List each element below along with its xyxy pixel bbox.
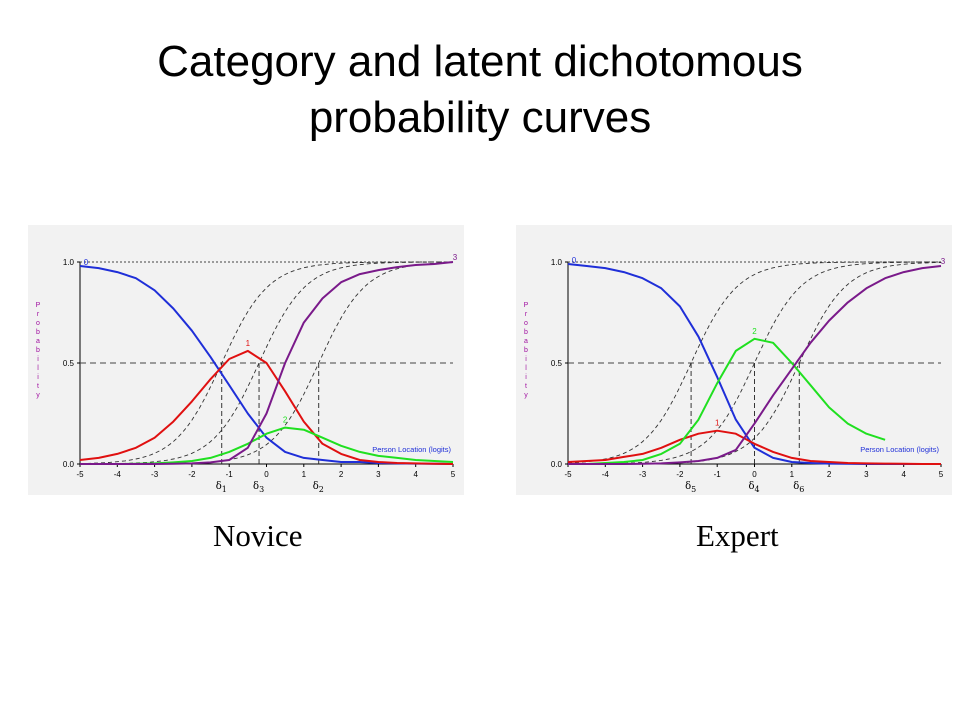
chart0-category-curve-1 — [79, 349, 454, 465]
chart0-xtick-label-0: -5 — [76, 470, 84, 479]
chart1-threshold-label-2: δ6 — [793, 481, 804, 494]
chart1-xtick-label-9: 4 — [901, 470, 906, 479]
chart1-latent-curve-delta5 — [567, 261, 941, 464]
chart1-threshold-label-0: δ5 — [685, 481, 696, 494]
chart0-threshold-label-2: δ2 — [313, 481, 324, 494]
chart0-xtick-label-6: 1 — [302, 470, 307, 479]
chart1-xtick-label-1: -4 — [602, 470, 610, 479]
chart0-latent-curve-delta3 — [80, 261, 454, 465]
chart1-xtick-label-6: 1 — [790, 470, 795, 479]
expert-chart: 0.0 0.5 1.0 -5 -4 -3 -2 -1 0 1 2 3 4 5 P r o b a b i l i t y Pers… — [524, 256, 946, 494]
chart1-xlabel: Person Location (logits) — [860, 445, 939, 454]
chart0-category-curve-3 — [80, 261, 454, 465]
chart0-xtick-label-8: 3 — [376, 470, 381, 479]
chart0-latent-curve-delta2 — [80, 262, 454, 465]
chart0-category-label-3: 3 — [453, 253, 458, 262]
chart0-xtick-label-2: -3 — [151, 470, 159, 479]
chart1-xtick-label-3: -2 — [676, 470, 684, 479]
novice-caption: Novice — [213, 518, 303, 553]
chart0-ytick-label-2: 1.0 — [63, 258, 75, 267]
chart0-xtick-label-5: 0 — [264, 470, 269, 479]
chart0-xtick-label-3: -2 — [188, 470, 196, 479]
chart1-category-label-2: 2 — [752, 327, 757, 336]
chart1-xtick-label-7: 2 — [827, 470, 832, 479]
slide-title-line-1: Category and latent dichotomous — [157, 37, 803, 86]
chart0-category-label-1: 1 — [246, 339, 251, 348]
chart1-category-curve-2 — [568, 337, 886, 465]
chart1-category-label-1: 1 — [715, 419, 720, 428]
expert-caption: Expert — [696, 518, 779, 553]
chart1-xtick-label-4: -1 — [714, 470, 722, 479]
chart1-threshold-label-1: δ4 — [749, 481, 760, 494]
chart1-category-label-0: 0 — [572, 256, 577, 265]
chart0-threshold-label-1: δ3 — [253, 481, 264, 494]
chart1-ytick-label-2: 1.0 — [551, 258, 563, 267]
chart1-xtick-label-5: 0 — [752, 470, 757, 479]
chart0-xtick-label-10: 5 — [451, 470, 456, 479]
chart0-threshold-label-0: δ1 — [216, 481, 227, 494]
chart0-xtick-label-4: -1 — [226, 470, 234, 479]
chart1-category-label-3: 3 — [941, 257, 946, 266]
chart0-ytick-label-0: 0.0 — [63, 460, 75, 469]
chart0-xtick-label-7: 2 — [339, 470, 344, 479]
chart0-ytick-label-1: 0.5 — [63, 359, 75, 368]
chart0-category-label-2: 2 — [283, 416, 288, 425]
chart1-category-curve-3 — [568, 265, 942, 465]
chart1-xtick-label-2: -3 — [639, 470, 647, 479]
chart0-xtick-label-9: 4 — [413, 470, 418, 479]
novice-chart: 0.0 0.5 1.0 -5 -4 -3 -2 -1 0 1 2 3 4 5 P r o b a b i l i t y Pers… — [36, 253, 458, 494]
chart0-xlabel: Person Location (logits) — [372, 445, 451, 454]
chart0-category-label-0: 0 — [84, 258, 89, 267]
chart1-xtick-label-8: 3 — [864, 470, 869, 479]
slide-title: Category and latent dichotomous probabil… — [0, 34, 960, 146]
chart0-latent-curve-delta1 — [80, 261, 453, 464]
slide-title-line-2: probability curves — [308, 93, 652, 142]
chart1-latent-curve-delta4 — [568, 261, 941, 465]
chart1-ytick-label-0: 0.0 — [551, 460, 563, 469]
chart1-xtick-label-0: -5 — [564, 470, 572, 479]
chart1-category-curve-1 — [567, 429, 941, 465]
chart1-xtick-label-10: 5 — [939, 470, 944, 479]
chart1-ytick-label-1: 0.5 — [551, 359, 563, 368]
chart0-xtick-label-1: -4 — [114, 470, 122, 479]
